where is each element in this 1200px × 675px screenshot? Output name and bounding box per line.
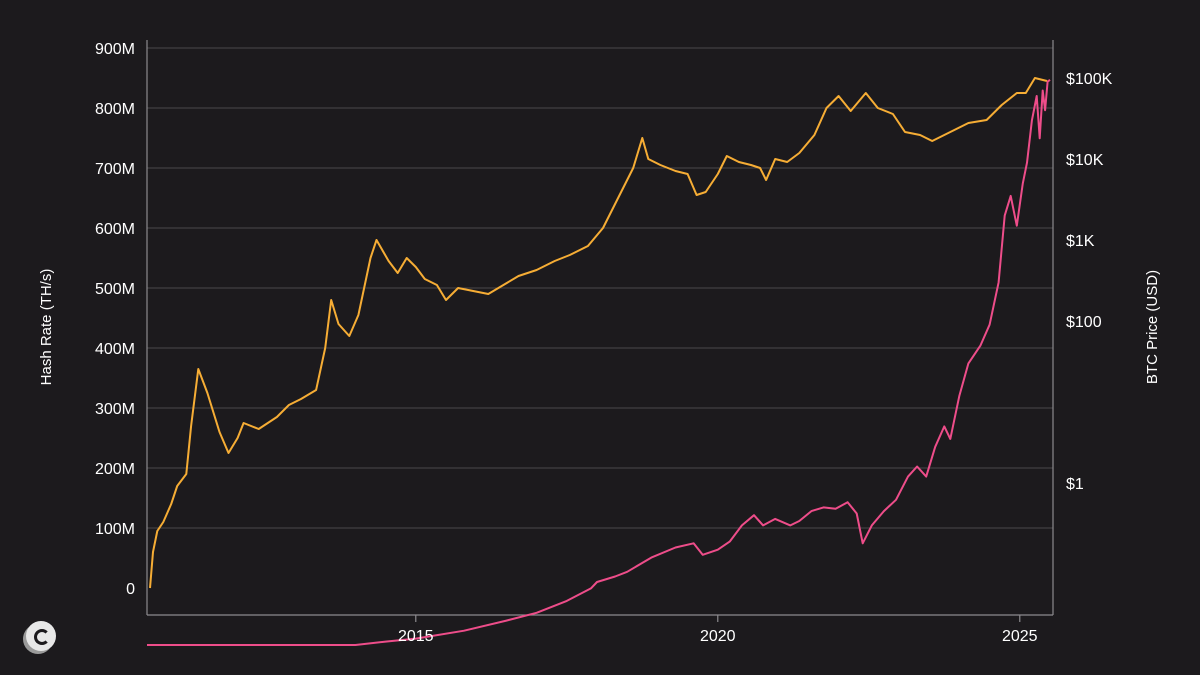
y-tick-label-left: 400M (95, 341, 135, 358)
y-axis-title-left: Hash Rate (TH/s) (38, 269, 55, 386)
y-tick-label-left: 900M (95, 41, 135, 58)
y-tick-label-right: $100K (1066, 71, 1113, 88)
btc-price-line (147, 79, 1051, 646)
brand-logo-icon (26, 621, 56, 651)
hash-rate-line (149, 77, 1048, 589)
x-tick-label: 2020 (700, 628, 736, 645)
y-tick-label-right: $1K (1066, 233, 1095, 250)
tick-labels: 0 100M 200M 300M 400M 500M 600M 700M 800M 900M $1 $… (95, 41, 1113, 645)
y-tick-label-left: 500M (95, 281, 135, 298)
data-series (147, 77, 1051, 646)
x-tick-label: 2025 (1002, 628, 1038, 645)
y-tick-label-left: 200M (95, 461, 135, 478)
y-tick-label-left: 600M (95, 221, 135, 238)
y-tick-label-left: 100M (95, 521, 135, 538)
y-tick-label-left: 0 (126, 581, 135, 598)
axes (146, 40, 1054, 622)
y-tick-label-right: $100 (1066, 314, 1102, 331)
x-tick-label: 2015 (398, 628, 434, 645)
y-axis-title-right: BTC Price (USD) (1144, 270, 1161, 384)
y-tick-label-left: 300M (95, 401, 135, 418)
y-tick-label-right: $10K (1066, 152, 1104, 169)
y-tick-label-left: 700M (95, 161, 135, 178)
y-tick-label-right: $1 (1066, 476, 1084, 493)
y-tick-label-left: 800M (95, 101, 135, 118)
horizontal-gridlines (147, 47, 1053, 529)
